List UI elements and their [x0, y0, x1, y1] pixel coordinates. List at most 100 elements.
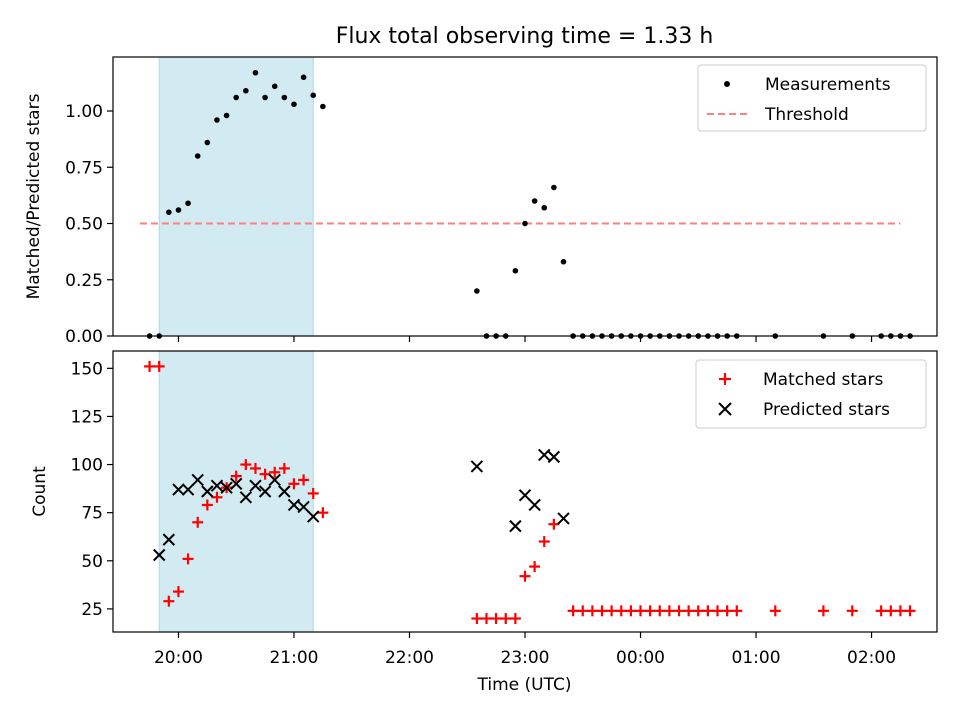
measurement-point: [474, 288, 480, 294]
matched-star-point: [904, 605, 916, 617]
bottom-legend: Matched stars Predicted stars: [695, 359, 927, 429]
predicted-star-point: [538, 448, 551, 462]
predicted-star-point: [230, 477, 243, 491]
predicted-star-point: [518, 489, 532, 502]
matched-star-point: [663, 605, 675, 617]
bottom-xtick-label: 00:00: [616, 648, 665, 668]
measurement-point: [214, 117, 220, 123]
matched-star-point: [654, 605, 666, 617]
matched-star-point: [201, 499, 213, 511]
legend-matched-label: Matched stars: [763, 370, 883, 390]
legend-predicted-marker: [718, 402, 732, 416]
matched-star-point: [153, 360, 165, 372]
top-legend: Measurements Threshold: [697, 64, 927, 132]
matched-star-point: [259, 468, 271, 480]
matched-star-point: [683, 605, 695, 617]
measurement-point: [560, 258, 567, 265]
predicted-star-point: [557, 512, 570, 525]
measurement-point: [204, 139, 211, 146]
matched-star-point: [269, 466, 281, 478]
measurement-point: [252, 69, 259, 76]
measurement-point: [243, 87, 249, 94]
measurement-point: [185, 200, 191, 207]
matched-star-point: [885, 605, 897, 617]
bottom-xtick-label: 22:00: [385, 648, 434, 668]
matched-star-point: [635, 605, 647, 617]
measurement-point: [531, 198, 538, 204]
matched-star-point: [490, 613, 502, 625]
matched-star-point: [606, 605, 618, 617]
legend-matched-marker: [719, 373, 731, 385]
matched-star-point: [480, 613, 492, 625]
predicted-star-point: [249, 479, 262, 492]
matched-star-point: [249, 462, 261, 474]
measurement-point: [166, 209, 172, 216]
matched-star-point: [298, 474, 310, 486]
predicted-star-point: [470, 460, 484, 473]
bottom-ytick-label: 50: [81, 552, 103, 572]
predicted-star-point: [162, 533, 176, 546]
measurement-point: [310, 92, 317, 99]
top-ytick-label: 0.25: [65, 271, 103, 291]
bottom-ytick-label: 125: [71, 407, 103, 427]
top-ytick-label: 1.00: [65, 102, 103, 122]
bottom-xtick-label: 02:00: [847, 648, 896, 668]
matched-star-point: [567, 605, 579, 617]
matched-star-point: [211, 491, 223, 503]
observing-window-shade: [158, 56, 314, 337]
predicted-star-point: [152, 548, 166, 562]
top-panel: Flux total observing time = 1.33 h Match…: [24, 24, 938, 347]
bottom-xtick-label: 21:00: [269, 648, 318, 668]
matched-star-point: [172, 586, 184, 598]
predicted-star-point: [201, 485, 214, 498]
measurement-point: [262, 94, 268, 101]
measurement-point: [223, 112, 230, 119]
top-ytick-label: 0.50: [65, 215, 103, 235]
measurement-point: [194, 153, 201, 159]
bottom-xlabel: Time (UTC): [477, 675, 572, 695]
matched-star-point: [548, 518, 560, 530]
measurement-point: [281, 94, 288, 101]
bottom-ytick-label: 25: [81, 600, 103, 620]
measurement-point: [522, 220, 528, 227]
matched-star-point: [307, 487, 319, 499]
measurement-point: [271, 83, 278, 90]
predicted-star-point: [307, 510, 320, 523]
measurement-point: [541, 204, 548, 211]
top-ytick-label: 0.75: [65, 158, 103, 178]
measurement-point: [175, 207, 182, 213]
measurement-point: [551, 184, 557, 191]
bottom-panel: Count Time (UTC) 25 50 75 100 125 150 20:00 21:…: [30, 350, 938, 695]
matched-star-point: [721, 605, 733, 617]
predicted-star-point: [220, 481, 233, 494]
top-axes-frame: [112, 56, 938, 337]
predicted-star-point: [278, 485, 291, 498]
predicted-star-point: [172, 483, 185, 496]
predicted-star-point: [239, 491, 253, 504]
matched-star-point: [846, 605, 858, 617]
matched-star-point: [509, 613, 521, 625]
matched-star-point: [644, 605, 656, 617]
measurement-point: [512, 267, 519, 274]
matched-star-point: [769, 605, 781, 617]
matched-star-point: [529, 561, 541, 573]
matched-star-point: [731, 605, 743, 617]
legend-predicted-label: Predicted stars: [763, 400, 890, 420]
matched-star-point: [192, 516, 204, 528]
matched-star-point: [288, 478, 300, 490]
predicted-star-point: [547, 450, 561, 464]
matched-star-point: [230, 470, 242, 482]
matched-star-point: [144, 360, 156, 372]
matched-star-point: [500, 613, 512, 625]
matched-star-point: [519, 570, 531, 582]
matched-star-point: [278, 462, 290, 474]
bottom-xtick-label: 20:00: [154, 648, 203, 668]
matched-star-point: [673, 605, 685, 617]
bottom-ytick-label: 150: [71, 359, 103, 379]
measurement-point: [233, 94, 240, 101]
predicted-star-point: [191, 473, 204, 487]
bottom-ylabel: Count: [30, 466, 50, 517]
bottom-axes-frame: [112, 350, 938, 633]
predicted-star-point: [268, 473, 281, 487]
